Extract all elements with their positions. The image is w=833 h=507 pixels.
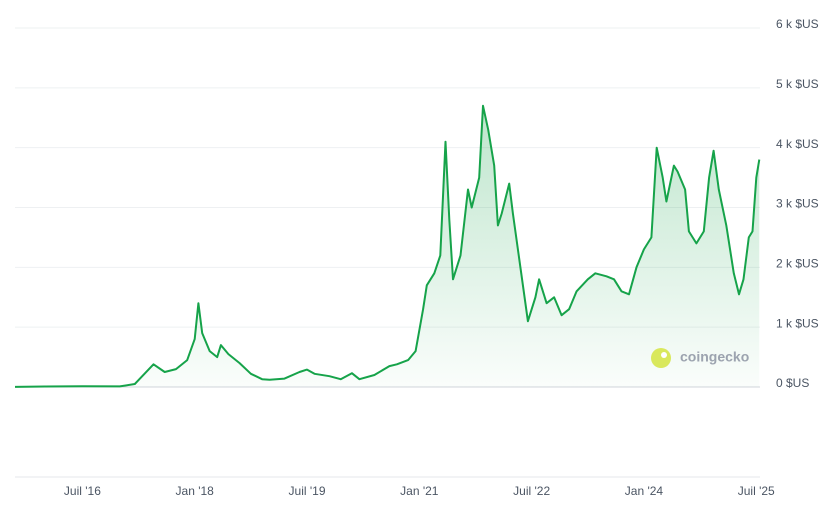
x-tick-label: Jan '18 (176, 484, 215, 498)
x-tick-label: Juil '16 (64, 484, 101, 498)
y-tick-label: 6 k $US (776, 17, 819, 31)
x-tick-label: Juil '19 (289, 484, 326, 498)
price-line (14, 104, 761, 388)
y-tick-label: 2 k $US (776, 257, 819, 271)
y-tick-label: 1 k $US (776, 316, 819, 330)
x-tick-label: Jan '21 (400, 484, 439, 498)
plot: 0 $US 1 k $US 2 k $US 3 k $US 4 k $US 5 k $US… (14, 17, 819, 498)
y-tick-label: 5 k $US (776, 77, 819, 91)
area (15, 105, 760, 388)
watermark: coingecko (651, 348, 749, 368)
x-tick-label: Juil '22 (513, 484, 550, 498)
watermark-eye (661, 352, 667, 358)
y-tick-label: 0 $US (776, 376, 809, 390)
y-tick-label: 3 k $US (776, 197, 819, 211)
watermark-text: coingecko (680, 349, 749, 365)
watermark-logo (651, 348, 671, 368)
y-tick-label: 4 k $US (776, 137, 819, 151)
x-tick-label: Juil '25 (738, 484, 775, 498)
x-tick-label: Jan '24 (625, 484, 664, 498)
